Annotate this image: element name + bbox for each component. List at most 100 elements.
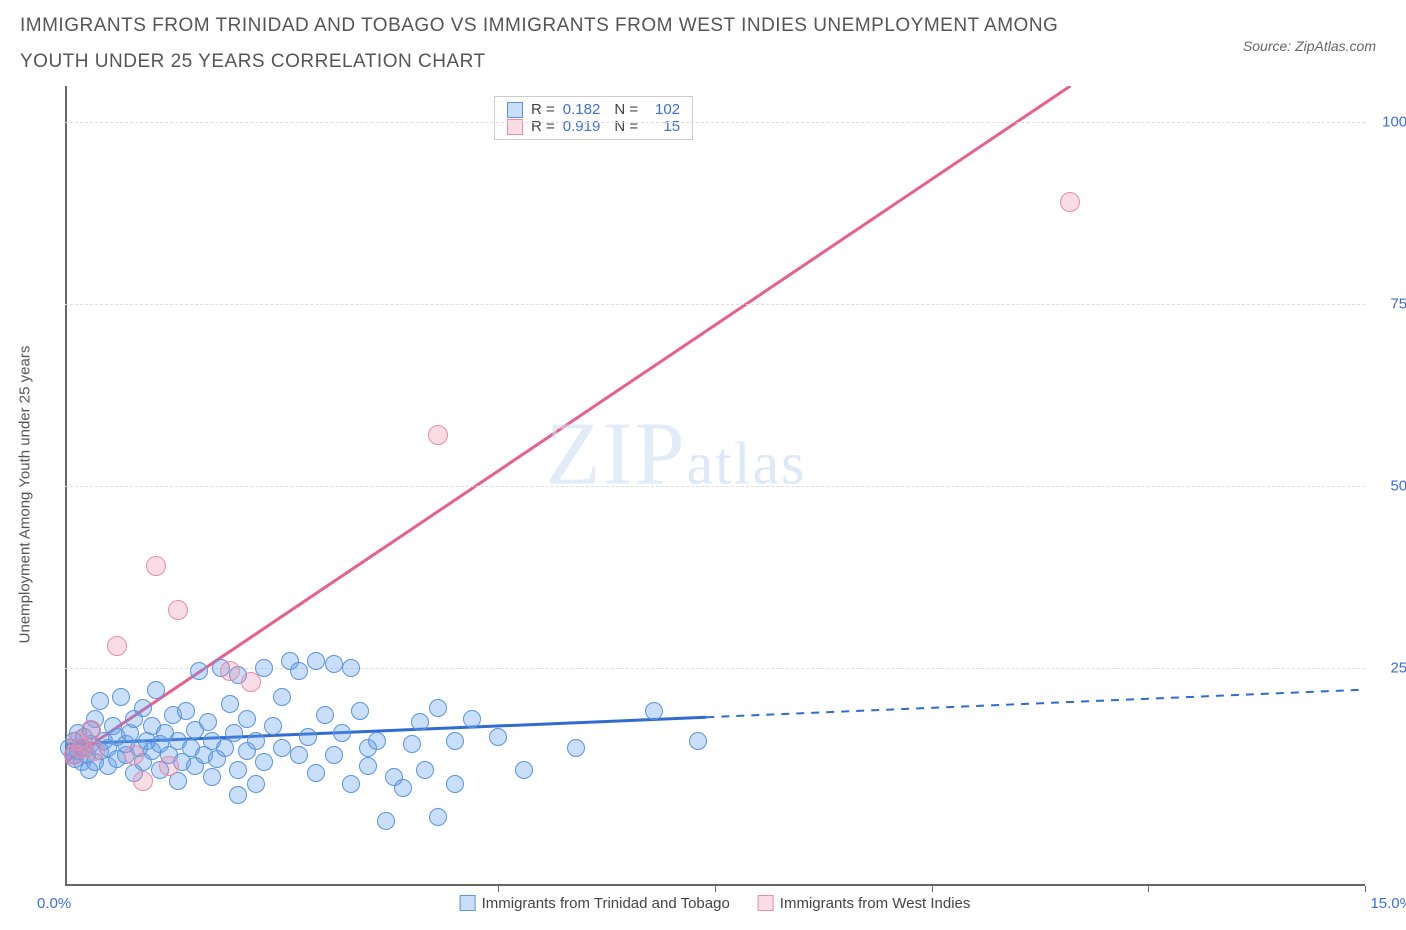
plot-area: 0.0% 15.0% ZIPatlas R =0.182N =102R =0.9… — [65, 86, 1365, 886]
scatter-point-trinidad — [229, 786, 247, 804]
scatter-point-trinidad — [394, 779, 412, 797]
scatter-point-trinidad — [199, 713, 217, 731]
r-label: R = — [531, 101, 555, 118]
scatter-point-trinidad — [429, 808, 447, 826]
scatter-point-trinidad — [91, 692, 109, 710]
r-value: 0.182 — [563, 101, 601, 118]
scatter-point-west_indies — [107, 636, 127, 656]
x-axis-tick — [498, 886, 499, 892]
watermark-zip: ZIP — [546, 405, 687, 504]
legend-item-trinidad: Immigrants from Trinidad and Tobago — [460, 895, 730, 912]
scatter-point-west_indies — [85, 741, 105, 761]
x-axis-label-max: 15.0% — [1370, 895, 1406, 912]
scatter-point-trinidad — [463, 710, 481, 728]
scatter-point-trinidad — [307, 764, 325, 782]
x-axis-tick — [715, 886, 716, 892]
x-axis-tick — [932, 886, 933, 892]
scatter-point-trinidad — [203, 768, 221, 786]
legend-item-west_indies: Immigrants from West Indies — [758, 895, 971, 912]
scatter-point-trinidad — [351, 702, 369, 720]
x-axis-tick — [1148, 886, 1149, 892]
corr-row-west_indies: R = 0.919 N = 15 — [507, 118, 680, 135]
scatter-point-trinidad — [377, 812, 395, 830]
scatter-point-trinidad — [290, 746, 308, 764]
n-value: 102 — [646, 101, 680, 118]
scatter-point-west_indies — [124, 745, 144, 765]
scatter-point-trinidad — [325, 655, 343, 673]
scatter-point-trinidad — [411, 713, 429, 731]
scatter-point-trinidad — [255, 753, 273, 771]
scatter-point-trinidad — [429, 699, 447, 717]
scatter-point-trinidad — [247, 732, 265, 750]
scatter-point-trinidad — [273, 739, 291, 757]
scatter-point-trinidad — [325, 746, 343, 764]
scatter-point-trinidad — [359, 757, 377, 775]
x-axis-tick — [1365, 886, 1366, 892]
scatter-point-trinidad — [190, 662, 208, 680]
legend-bottom: Immigrants from Trinidad and Tobago Immig… — [460, 895, 971, 912]
scatter-point-trinidad — [316, 706, 334, 724]
scatter-point-trinidad — [567, 739, 585, 757]
scatter-point-trinidad — [416, 761, 434, 779]
trend-line-extrap-trinidad — [706, 690, 1365, 718]
scatter-point-trinidad — [112, 688, 130, 706]
y-axis-tick-label: 25.0% — [1390, 659, 1406, 676]
grid-line — [65, 304, 1365, 305]
y-axis-tick-label: 75.0% — [1390, 296, 1406, 313]
scatter-point-trinidad — [333, 724, 351, 742]
r-label: R = — [531, 118, 555, 135]
scatter-point-trinidad — [229, 761, 247, 779]
r-value: 0.919 — [563, 118, 601, 135]
scatter-point-west_indies — [168, 600, 188, 620]
corr-row-trinidad: R = 0.182 N = 102 — [507, 101, 680, 118]
y-axis-tick-label: 100.0% — [1382, 114, 1406, 131]
scatter-point-trinidad — [489, 728, 507, 746]
scatter-point-trinidad — [247, 775, 265, 793]
scatter-point-trinidad — [515, 761, 533, 779]
scatter-point-trinidad — [273, 688, 291, 706]
scatter-point-trinidad — [307, 652, 325, 670]
scatter-point-trinidad — [403, 735, 421, 753]
scatter-point-trinidad — [177, 702, 195, 720]
scatter-point-trinidad — [645, 702, 663, 720]
scatter-point-west_indies — [220, 661, 240, 681]
legend-label: Immigrants from Trinidad and Tobago — [482, 895, 730, 912]
scatter-point-trinidad — [221, 695, 239, 713]
scatter-point-west_indies — [428, 425, 448, 445]
source-label: Source: ZipAtlas.com — [1243, 8, 1386, 54]
chart-area: Unemployment Among Youth under 25 years … — [55, 86, 1385, 886]
scatter-point-west_indies — [133, 771, 153, 791]
swatch-icon — [507, 102, 523, 118]
n-value: 15 — [646, 118, 680, 135]
scatter-point-trinidad — [446, 732, 464, 750]
scatter-point-trinidad — [689, 732, 707, 750]
n-label: N = — [614, 118, 638, 135]
grid-line — [65, 122, 1365, 123]
scatter-point-trinidad — [225, 724, 243, 742]
y-axis-tick-label: 50.0% — [1390, 478, 1406, 495]
scatter-point-trinidad — [446, 775, 464, 793]
scatter-point-west_indies — [1060, 192, 1080, 212]
scatter-point-trinidad — [147, 681, 165, 699]
scatter-point-west_indies — [81, 720, 101, 740]
scatter-point-trinidad — [368, 732, 386, 750]
correlation-legend-box: R = 0.182 N = 102 R = 0.919 N = 15 — [494, 96, 693, 140]
watermark: ZIPatlas — [546, 403, 807, 506]
scatter-point-trinidad — [342, 659, 360, 677]
scatter-point-trinidad — [264, 717, 282, 735]
n-label: N = — [614, 101, 638, 118]
y-axis-title: Unemployment Among Youth under 25 years — [17, 346, 34, 644]
swatch-icon — [758, 895, 774, 911]
scatter-point-trinidad — [299, 728, 317, 746]
swatch-icon — [460, 895, 476, 911]
legend-label: Immigrants from West Indies — [780, 895, 971, 912]
grid-line — [65, 486, 1365, 487]
scatter-point-trinidad — [290, 662, 308, 680]
scatter-point-trinidad — [342, 775, 360, 793]
scatter-point-trinidad — [134, 699, 152, 717]
scatter-point-trinidad — [238, 710, 256, 728]
swatch-icon — [507, 119, 523, 135]
x-axis-label-zero: 0.0% — [37, 895, 71, 912]
scatter-point-west_indies — [159, 756, 179, 776]
scatter-point-west_indies — [146, 556, 166, 576]
